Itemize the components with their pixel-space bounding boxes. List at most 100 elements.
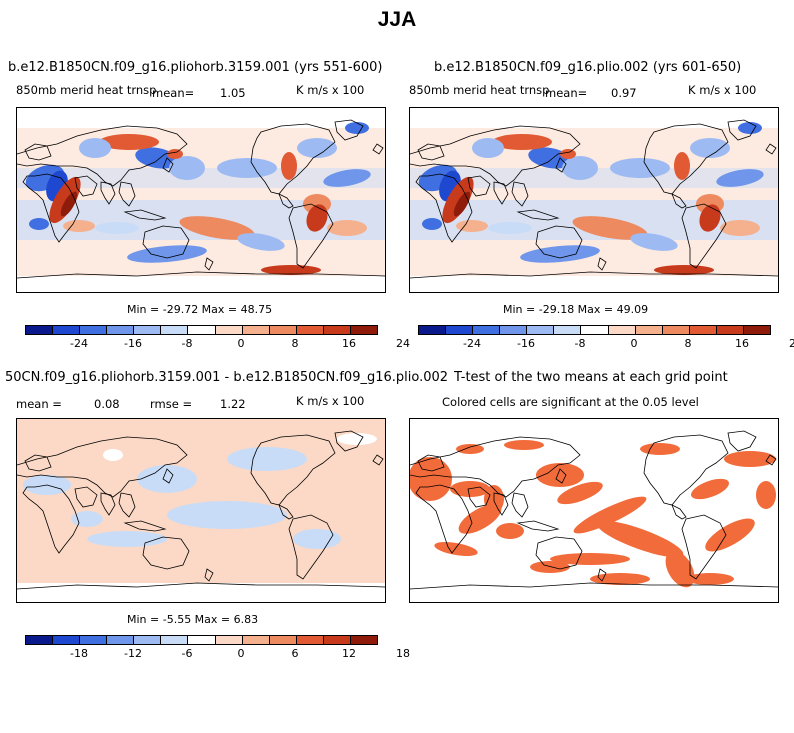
colorbar-swatch [323,326,351,334]
coastline [204,568,214,582]
coastline [123,520,167,532]
coastline [555,468,567,484]
colorbar-swatch [53,326,81,334]
field-anomaly-patch [562,156,598,180]
coastline [162,157,174,173]
colorbar-tick-label: -16 [517,337,535,350]
colorbar-swatch [527,326,555,334]
coastline [410,125,581,187]
colorbar-swatch [473,326,501,334]
coastline [681,203,727,269]
field-anomaly-patch [261,265,321,275]
field-anomaly-patch [488,222,532,234]
colorbar-swatch [161,326,189,334]
coastline [118,492,136,518]
colorbar-tick-label: 8 [684,337,692,350]
field-anomaly-patch [323,169,371,187]
panel-c-rmse-value: 1.22 [220,397,246,411]
coastline [727,430,757,452]
field-anomaly-patch [227,447,307,471]
coastline [765,454,777,466]
field-anomaly-patch [699,204,721,232]
significant-region [640,443,680,455]
significant-region [756,481,776,509]
colorbar-swatch [242,326,270,334]
colorbar-swatch [53,636,81,644]
panel-a-colorbar-ticks: -24 -16 -8 0 8 16 24 [25,337,410,351]
coastline [410,436,581,498]
coastline [250,123,336,195]
colorbar-swatch [107,326,135,334]
coastline [417,143,445,161]
coastline [681,514,727,580]
colorbar-tick-label: -24 [463,337,481,350]
colorbar-swatch [188,326,216,334]
field-anomaly-patch [654,265,714,275]
significant-region [686,573,734,585]
coastline [204,257,214,271]
panel-c-colorbar-ticks: -18 -12 -6 0 6 12 18 [25,647,410,661]
panel-b-mean-label: mean= [545,86,588,100]
panel-b-colorbar [418,325,771,335]
colorbar-swatch [500,326,528,334]
coastline [511,181,529,207]
field-anomaly-patch [716,169,764,187]
field-anomaly-patch [79,138,111,158]
significant-region [456,444,484,454]
coastline [467,175,491,197]
coastline [727,119,757,141]
panel-b-field-map [410,108,778,292]
colorbar-tick-label: 0 [630,337,638,350]
colorbar-tick-label: -24 [70,337,88,350]
field-anomaly-patch [442,176,474,224]
colorbar-tick-label: 16 [735,337,749,350]
panel-b-map [409,107,779,293]
colorbar-tick-label: -18 [70,647,88,660]
field-anomaly-patch [60,191,78,217]
field-anomaly-patch [630,233,678,251]
field-anomaly-patch [167,501,287,529]
coastline [288,203,334,269]
panel-b-units: K m/s x 100 [688,83,757,97]
coastline [278,504,294,520]
coastline-group [410,430,778,590]
field-anomaly-patch [237,233,285,251]
colorbar-swatch [323,636,351,644]
field-anomaly-patch [87,531,167,547]
coastline [24,454,52,472]
panel-a-mean-value: 1.05 [220,86,246,100]
colorbar-swatch [446,326,474,334]
colorbar-swatch [419,326,447,334]
colorbar-swatch [689,326,717,334]
panel-c-minmax: Min = -5.55 Max = 6.83 [127,613,259,626]
colorbar-tick-label: 18 [396,647,410,660]
field-anomaly-patch [179,216,255,240]
field-anomaly-patch [720,220,760,236]
colorbar-tick-label: 16 [342,337,356,350]
coastline [493,181,509,205]
coastline [142,225,190,259]
coastline [278,193,294,209]
field-anomaly-patch [453,191,471,217]
coastline-group [410,119,778,279]
field-anomaly-patch [169,156,205,180]
field-anomaly-patch [281,152,297,180]
coastline [671,193,687,209]
coastline-group [17,430,385,590]
colorbar-swatch [242,636,270,644]
colorbar-swatch [134,326,162,334]
panel-c-mean-value: 0.08 [94,397,120,411]
colorbar-tick-label: 24 [396,337,410,350]
coastline [74,486,98,508]
panel-a-mean-label: mean= [152,86,195,100]
field-anomaly-patch [560,149,576,159]
coastline-group [17,119,385,279]
colorbar-tick-label: 0 [237,337,245,350]
colorbar-tick-label: -6 [181,647,193,660]
colorbar-swatch [581,326,609,334]
coastline [288,514,334,580]
colorbar-swatch [350,636,378,644]
panel-d-header: T-test of the two means at each grid poi… [454,370,728,385]
panel-c-colorbar [25,635,378,645]
figure-title: JJA [377,8,417,31]
